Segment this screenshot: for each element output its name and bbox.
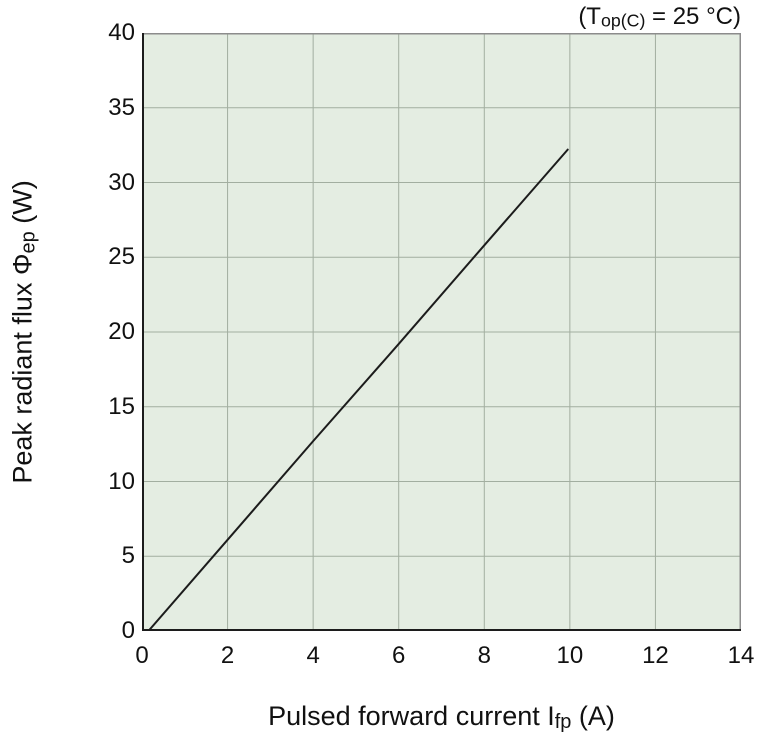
y-tick-label: 30 [108,168,135,196]
condition-label: (Top(C) = 25 °C) [578,3,741,35]
x-tick-label: 12 [642,642,669,669]
x-tick-label: 8 [477,642,491,669]
y-tick-label: 40 [108,19,135,46]
y-tick-label: 25 [108,243,135,271]
x-tick-label: 2 [220,642,235,669]
subscript-text: op(C) [600,10,646,31]
y-tick-label: 10 [108,467,135,495]
text-segment: = 25 °C) [645,3,741,30]
plot-area [142,33,741,631]
y-tick-label: 20 [108,318,135,345]
y-tick-label: 35 [108,93,135,121]
x-tick-label: 0 [135,642,149,669]
x-axis-title: Pulsed forward current Ifp (A) [142,700,741,738]
y-tick-label: 15 [108,392,135,420]
x-tick-label: 10 [556,642,584,669]
text-segment: Pulsed forward current I [268,701,555,731]
y-tick-label: 5 [121,542,135,570]
x-axis-tick-labels: 0 2 4 6 8 10 12 14 [135,642,754,674]
text-segment: (A) [571,701,615,731]
y-axis-tick-labels: 0 5 10 15 20 25 30 35 40 [0,20,135,644]
plot-svg [142,33,741,631]
subscript-text: fp [554,710,572,733]
x-tick-label: 14 [727,642,755,669]
gridlines [142,33,741,631]
plot-frame [142,33,741,631]
x-tick-label: 6 [392,642,406,669]
x-tick-label: 4 [306,642,320,669]
y-tick-label: 0 [121,617,135,644]
series-line [147,148,569,631]
text-segment: (T [578,3,601,30]
